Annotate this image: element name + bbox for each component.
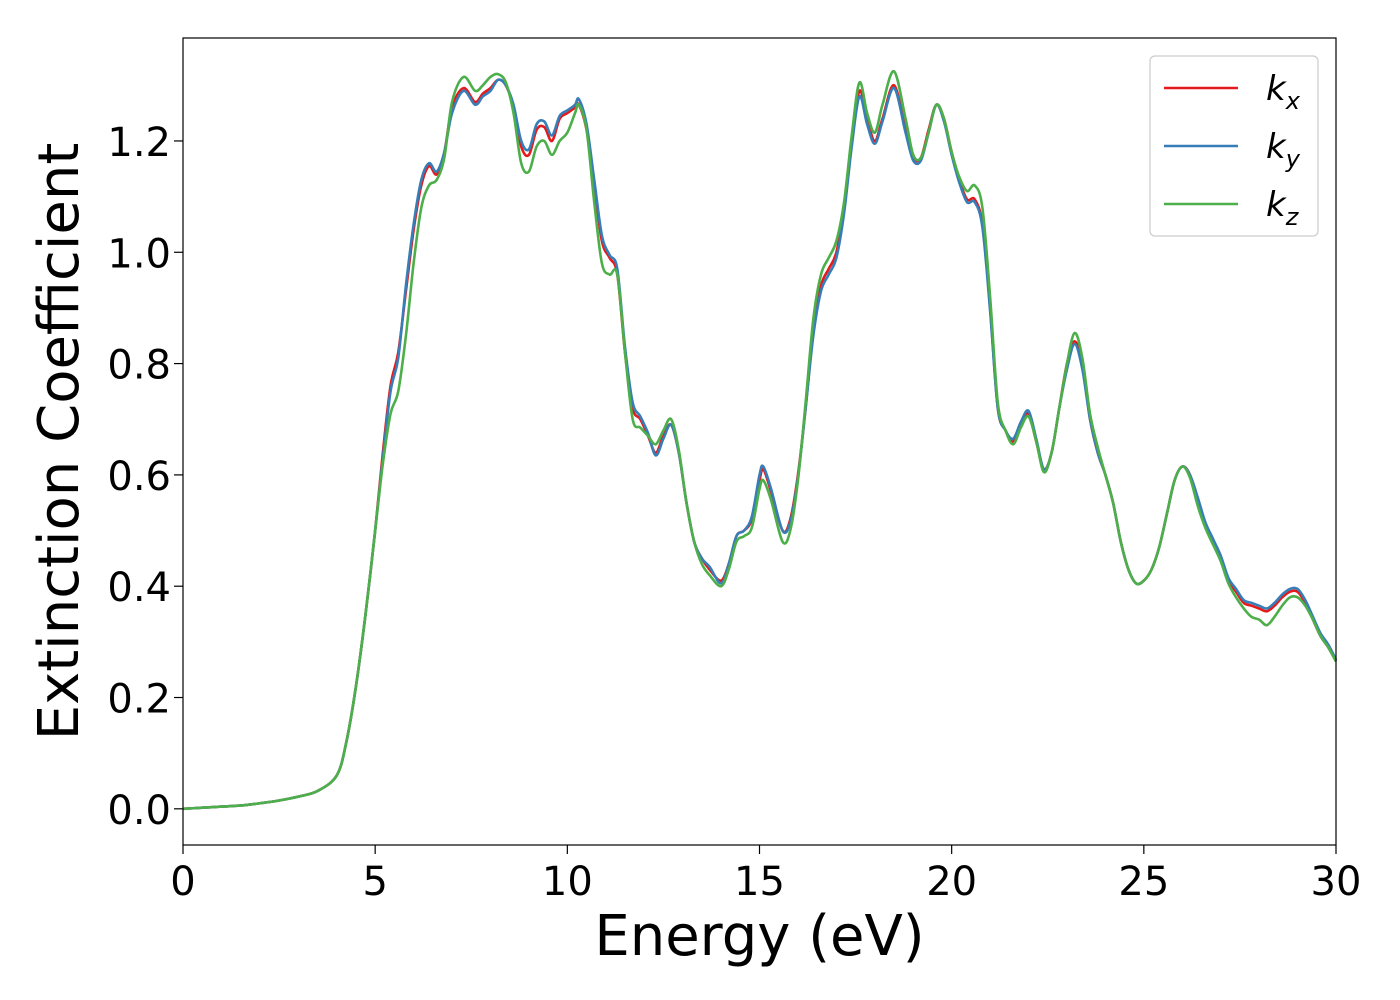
series-line-z	[182, 70, 1338, 811]
legend-label-subscript: x	[1285, 87, 1301, 115]
legend-label-base: k	[1266, 185, 1287, 225]
x-tick-label: 30	[1311, 859, 1362, 905]
x-tick-label: 15	[734, 859, 785, 905]
y-tick-label: 0.6	[107, 454, 171, 500]
legend-label-x: kx	[1266, 69, 1301, 115]
legend-label-subscript: z	[1285, 203, 1300, 231]
legend-label-z: kz	[1266, 185, 1300, 231]
x-axis-ticks: 0 5 10 15 20 25 30	[170, 845, 1361, 905]
series-layer	[182, 70, 1338, 811]
y-tick-label: 0.2	[107, 677, 171, 723]
y-tick-label: 1.2	[107, 120, 171, 166]
x-axis-label: Energy (eV)	[594, 904, 924, 969]
x-tick-label: 5	[362, 859, 387, 905]
legend-label-y: ky	[1266, 127, 1301, 173]
legend-label-subscript: y	[1285, 145, 1301, 173]
y-tick-label: 1.0	[107, 231, 171, 277]
y-axis-label: Extinction Coefficient	[27, 143, 92, 741]
y-tick-label: 0.8	[107, 343, 171, 389]
legend-label-base: k	[1266, 127, 1287, 167]
y-axis-ticks: 0.0 0.2 0.4 0.6 0.8 1.0 1.2	[107, 120, 183, 834]
x-tick-label: 20	[926, 859, 977, 905]
y-tick-label: 0.4	[107, 565, 171, 611]
x-tick-label: 0	[170, 859, 195, 905]
y-tick-label: 0.0	[107, 788, 171, 834]
x-tick-label: 10	[542, 859, 593, 905]
legend-label-base: k	[1266, 69, 1287, 109]
x-tick-label: 25	[1118, 859, 1169, 905]
